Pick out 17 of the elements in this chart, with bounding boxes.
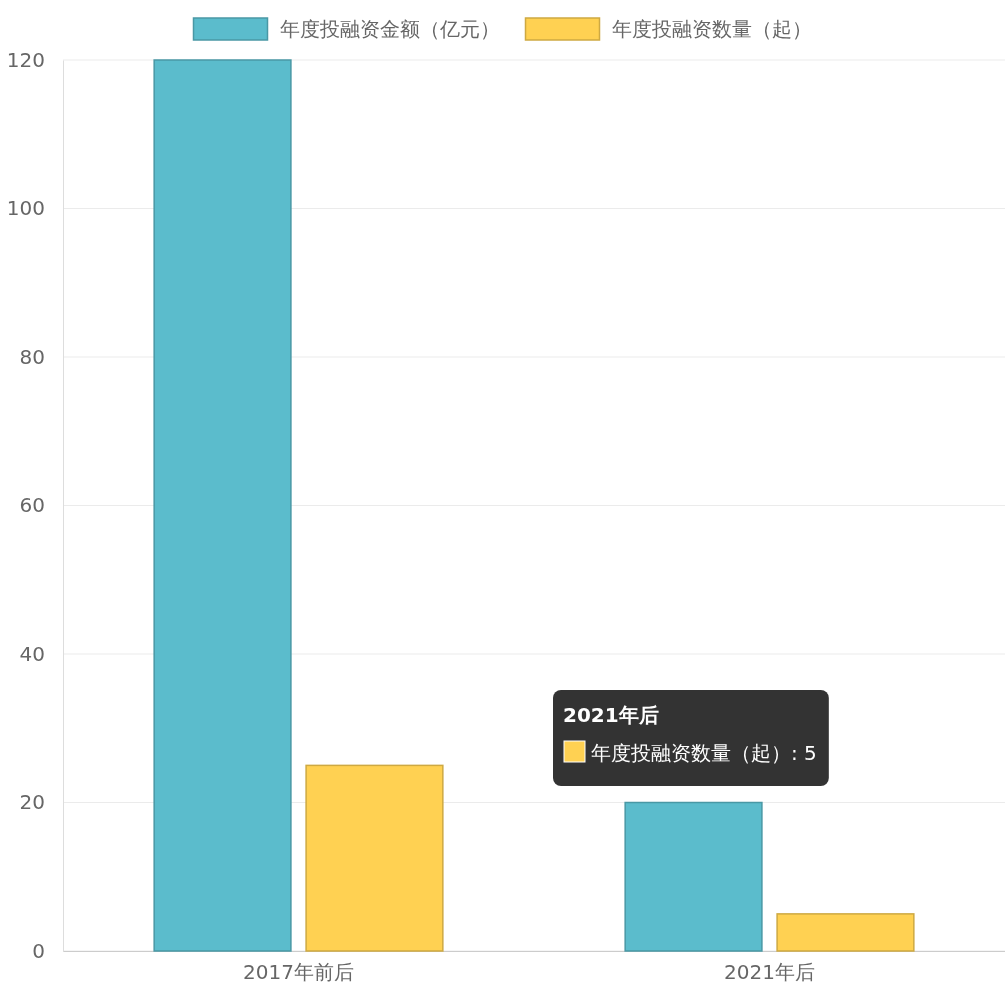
y-tick-label: 20 bbox=[19, 790, 45, 815]
x-tick-label: 2017年前后 bbox=[243, 960, 354, 985]
y-tick-label: 40 bbox=[19, 641, 45, 666]
y-tick-label: 80 bbox=[19, 344, 45, 369]
y-tick-label: 0 bbox=[32, 938, 45, 963]
y-tick-label: 100 bbox=[6, 196, 45, 221]
legend-label: 年度投融资数量（起） bbox=[611, 17, 812, 41]
bar bbox=[153, 59, 292, 952]
annotation: 2021年后 bbox=[563, 703, 659, 727]
annotation: 年度投融资数量（起）: 5 bbox=[591, 741, 817, 765]
legend-label: 年度投融资金额（亿元） bbox=[279, 17, 500, 41]
y-tick-label: 60 bbox=[19, 493, 45, 518]
y-tick-label: 120 bbox=[6, 47, 45, 72]
tooltip-box: 2021年后 年度投融资数量（起）: 5 bbox=[553, 690, 829, 786]
bar bbox=[624, 801, 763, 952]
bar bbox=[776, 913, 915, 952]
bar bbox=[305, 764, 444, 952]
